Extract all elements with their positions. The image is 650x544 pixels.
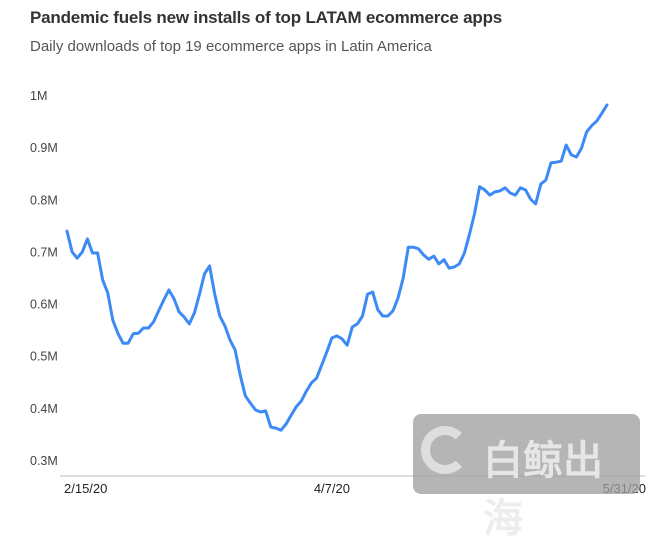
- series-line-downloads: [65, 103, 609, 432]
- watermark-logo-icon: [421, 426, 469, 474]
- y-axis: 0.3M 0.4M 0.5M 0.6M 0.7M 0.8M 0.9M 1M: [30, 89, 58, 468]
- x-tick-label: 4/7/20: [314, 481, 350, 496]
- watermark-text: 白鲸出海: [483, 438, 603, 542]
- y-tick-label: 0.7M: [30, 245, 58, 259]
- y-tick-label: 1M: [30, 89, 47, 103]
- y-tick-label: 0.5M: [30, 350, 58, 364]
- y-tick-label: 0.8M: [30, 193, 58, 207]
- chart-subtitle: Daily downloads of top 19 ecommerce apps…: [30, 38, 432, 55]
- y-tick-label: 0.4M: [30, 402, 58, 416]
- y-tick-label: 0.9M: [30, 141, 58, 155]
- y-tick-label: 0.3M: [30, 454, 58, 468]
- y-tick-label: 0.6M: [30, 298, 58, 312]
- watermark-logo: 白鲸出海: [413, 414, 640, 542]
- x-tick-label: 2/15/20: [64, 481, 107, 496]
- chart-title: Pandemic fuels new installs of top LATAM…: [30, 8, 503, 27]
